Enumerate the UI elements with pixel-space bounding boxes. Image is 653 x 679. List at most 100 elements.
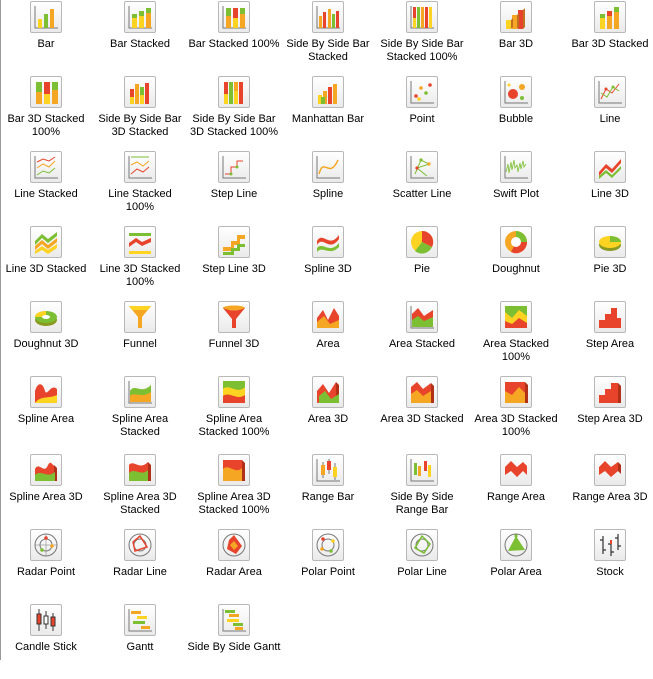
- chart-type-item-polar-point[interactable]: Polar Point: [282, 529, 374, 604]
- range-area-3d-icon: [594, 454, 626, 486]
- chart-type-label: Step Line: [182, 188, 286, 201]
- chart-type-item-spline-3d[interactable]: Spline 3D: [282, 226, 374, 301]
- chart-type-item-polar-line[interactable]: Polar Line: [376, 529, 468, 604]
- swift-plot-icon: [500, 151, 532, 183]
- chart-type-item-radar-line[interactable]: Radar Line: [94, 529, 186, 604]
- chart-type-item-pie-3d[interactable]: Pie 3D: [564, 226, 653, 301]
- area-icon: [312, 301, 344, 333]
- area-3d-stacked-icon: [406, 376, 438, 408]
- chart-type-item-side-by-side-bar-3d-stacked-100[interactable]: Side By Side Bar 3D Stacked 100%: [188, 76, 280, 151]
- chart-type-item-side-by-side-range-bar[interactable]: Side By Side Range Bar: [376, 454, 468, 529]
- chart-type-label-line: Side By Side: [390, 491, 454, 503]
- bubble-icon: [500, 76, 532, 108]
- line-3d-icon: [594, 151, 626, 183]
- chart-type-label: Bar 3D Stacked: [558, 38, 653, 51]
- chart-type-label-line: Step Area: [585, 338, 635, 350]
- chart-type-item-line-3d-stacked-100[interactable]: Line 3D Stacked 100%: [94, 226, 186, 301]
- chart-type-item-point[interactable]: Point: [376, 76, 468, 151]
- chart-type-item-spline[interactable]: Spline: [282, 151, 374, 226]
- chart-type-item-bar-stacked[interactable]: Bar Stacked: [94, 1, 186, 76]
- step-area-icon: [594, 301, 626, 333]
- chart-type-label-line: Point: [409, 113, 435, 125]
- chart-type-item-step-line-3d[interactable]: Step Line 3D: [188, 226, 280, 301]
- chart-type-item-radar-area[interactable]: Radar Area: [188, 529, 280, 604]
- chart-type-label-line: Scatter Line: [392, 188, 452, 200]
- chart-type-item-swift-plot[interactable]: Swift Plot: [470, 151, 562, 226]
- bar-3d-icon: [500, 1, 532, 33]
- stock-icon: [594, 529, 626, 561]
- chart-type-item-funnel[interactable]: Funnel: [94, 301, 186, 376]
- pie-icon: [406, 226, 438, 258]
- chart-type-item-pie[interactable]: Pie: [376, 226, 468, 301]
- chart-type-item-side-by-side-bar-stacked[interactable]: Side By Side Bar Stacked: [282, 1, 374, 76]
- chart-type-item-range-area-3d[interactable]: Range Area 3D: [564, 454, 653, 529]
- chart-type-item-area-3d[interactable]: Area 3D: [282, 376, 374, 451]
- chart-type-item-area-stacked[interactable]: Area Stacked: [376, 301, 468, 376]
- chart-type-item-step-area-3d[interactable]: Step Area 3D: [564, 376, 653, 451]
- chart-type-item-funnel-3d[interactable]: Funnel 3D: [188, 301, 280, 376]
- chart-type-item-spline-area-3d[interactable]: Spline Area 3D: [0, 454, 92, 529]
- chart-type-item-spline-area-stacked-100[interactable]: Spline Area Stacked 100%: [188, 376, 280, 451]
- chart-type-item-area-3d-stacked[interactable]: Area 3D Stacked: [376, 376, 468, 451]
- chart-type-label-line: Stacked: [308, 51, 348, 63]
- chart-type-label: Point: [370, 113, 474, 126]
- chart-type-item-polar-area[interactable]: Polar Area: [470, 529, 562, 604]
- chart-type-item-doughnut[interactable]: Doughnut: [470, 226, 562, 301]
- chart-type-item-line-3d[interactable]: Line 3D: [564, 151, 653, 226]
- bar-icon: [30, 1, 62, 33]
- chart-type-item-candle-stick[interactable]: Candle Stick: [0, 604, 92, 679]
- chart-type-item-bar-stacked-100[interactable]: Bar Stacked 100%: [188, 1, 280, 76]
- chart-type-item-side-by-side-bar-stacked-100[interactable]: Side By Side Bar Stacked 100%: [376, 1, 468, 76]
- chart-type-label-line: Step Line 3D: [202, 263, 266, 275]
- chart-type-item-radar-point[interactable]: Radar Point: [0, 529, 92, 604]
- spline-area-icon: [30, 376, 62, 408]
- chart-type-item-scatter-line[interactable]: Scatter Line: [376, 151, 468, 226]
- gantt-icon: [124, 604, 156, 636]
- chart-type-item-spline-area-3d-stacked-100[interactable]: Spline Area 3D Stacked 100%: [188, 454, 280, 529]
- chart-type-item-side-by-side-bar-3d-stacked[interactable]: Side By Side Bar 3D Stacked: [94, 76, 186, 151]
- chart-type-item-bar[interactable]: Bar: [0, 1, 92, 76]
- chart-type-item-step-line[interactable]: Step Line: [188, 151, 280, 226]
- chart-type-item-manhattan-bar[interactable]: Manhattan Bar: [282, 76, 374, 151]
- chart-type-item-step-area[interactable]: Step Area: [564, 301, 653, 376]
- chart-type-item-line-stacked-100[interactable]: Line Stacked 100%: [94, 151, 186, 226]
- chart-type-label: Range Area 3D: [558, 491, 653, 504]
- chart-type-label-line: Spline: [312, 188, 344, 200]
- chart-type-item-line[interactable]: Line: [564, 76, 653, 151]
- chart-type-item-side-by-side-gantt[interactable]: Side By Side Gantt: [188, 604, 280, 679]
- chart-type-item-gantt[interactable]: Gantt: [94, 604, 186, 679]
- chart-type-label: Stock: [558, 566, 653, 579]
- chart-type-item-doughnut-3d[interactable]: Doughnut 3D: [0, 301, 92, 376]
- chart-type-label: Bar: [0, 38, 98, 51]
- chart-type-item-line-3d-stacked[interactable]: Line 3D Stacked: [0, 226, 92, 301]
- chart-type-label-line: Polar Point: [301, 566, 355, 578]
- radar-point-icon: [30, 529, 62, 561]
- chart-type-item-spline-area-3d-stacked[interactable]: Spline Area 3D Stacked: [94, 454, 186, 529]
- chart-type-item-area-3d-stacked-100[interactable]: Area 3D Stacked 100%: [470, 376, 562, 451]
- chart-type-item-area[interactable]: Area: [282, 301, 374, 376]
- chart-type-label: Bar 3D Stacked 100%: [0, 113, 98, 139]
- chart-type-item-spline-area[interactable]: Spline Area: [0, 376, 92, 451]
- chart-type-item-range-bar[interactable]: Range Bar: [282, 454, 374, 529]
- chart-type-item-bar-3d[interactable]: Bar 3D: [470, 1, 562, 76]
- chart-type-label-line: Pie: [414, 263, 430, 275]
- spline-3d-icon: [312, 226, 344, 258]
- chart-type-label: Spline Area 3D: [0, 491, 98, 504]
- chart-type-label: Line 3D Stacked: [0, 263, 98, 276]
- chart-type-item-bar-3d-stacked-100[interactable]: Bar 3D Stacked 100%: [0, 76, 92, 151]
- chart-type-label-line: Doughnut 3D: [13, 338, 79, 350]
- chart-type-item-area-stacked-100[interactable]: Area Stacked 100%: [470, 301, 562, 376]
- chart-type-label-line: 100%: [501, 351, 531, 363]
- side-by-side-range-bar-icon: [406, 454, 438, 486]
- chart-type-item-line-stacked[interactable]: Line Stacked: [0, 151, 92, 226]
- area-stacked-icon: [406, 301, 438, 333]
- chart-type-label: Spline Area: [0, 413, 98, 426]
- area-stacked-100-icon: [500, 301, 532, 333]
- chart-type-label-line: 100%: [125, 201, 155, 213]
- chart-type-item-stock[interactable]: Stock: [564, 529, 653, 604]
- chart-type-item-range-area[interactable]: Range Area: [470, 454, 562, 529]
- chart-type-label-line: Radar Point: [16, 566, 76, 578]
- chart-type-item-bar-3d-stacked[interactable]: Bar 3D Stacked: [564, 1, 653, 76]
- chart-type-item-bubble[interactable]: Bubble: [470, 76, 562, 151]
- chart-type-item-spline-area-stacked[interactable]: Spline Area Stacked: [94, 376, 186, 451]
